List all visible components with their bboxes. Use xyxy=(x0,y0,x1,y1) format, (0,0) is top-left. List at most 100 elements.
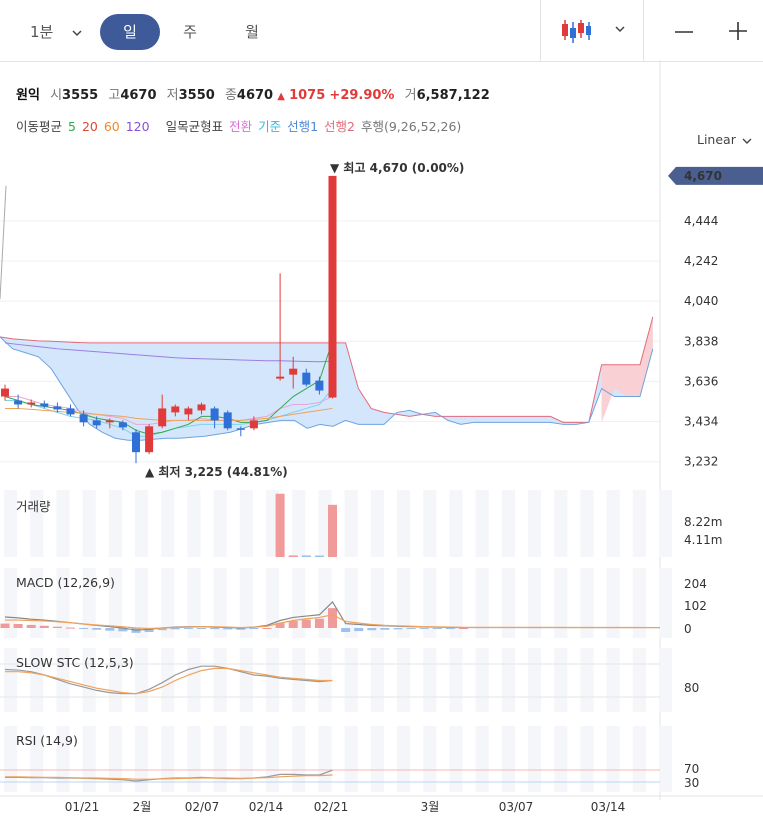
candle-body xyxy=(105,420,114,423)
candlestick-icon[interactable] xyxy=(560,18,592,44)
rsi-panel-stripe xyxy=(528,726,542,792)
rsi-panel-stripe xyxy=(397,726,411,792)
tab-month[interactable]: 월 xyxy=(232,14,272,50)
slow-stc-panel-stripe xyxy=(580,648,594,712)
slow-stc-tick-label: 80 xyxy=(684,681,699,695)
price-tick-label: 3,232 xyxy=(684,455,718,469)
candle-body xyxy=(145,426,154,453)
stock-name: 원익 xyxy=(16,88,40,103)
tab-1min[interactable]: 1분 xyxy=(18,14,88,50)
volume-panel-stripe xyxy=(187,490,201,557)
candle-body xyxy=(171,406,180,413)
macd-histogram-bar xyxy=(13,624,23,628)
macd-panel-stripe xyxy=(187,568,201,638)
scale-mode-label: Linear xyxy=(697,132,736,147)
macd-histogram-bar xyxy=(79,628,89,629)
rsi-70-tick-label: 70 xyxy=(684,762,699,776)
rsi-panel-stripe xyxy=(239,726,253,792)
volume-panel-stripe xyxy=(449,490,463,557)
macd-histogram-bar xyxy=(380,628,390,630)
candle-body xyxy=(236,428,245,430)
slow-stc-panel-stripe xyxy=(475,648,489,712)
volume-panel-stripe xyxy=(292,490,306,557)
chart-type-chevron-icon[interactable] xyxy=(615,24,625,34)
macd-panel-stripe xyxy=(266,568,280,638)
volume-panel-stripe xyxy=(370,490,384,557)
rsi-panel-stripe xyxy=(187,726,201,792)
volume-value: 6,587,122 xyxy=(416,88,490,103)
rsi-panel-stripe xyxy=(501,726,515,792)
slow-stc-panel-stripe xyxy=(239,648,253,712)
volume-panel-stripe xyxy=(56,490,70,557)
macd-panel-stripe xyxy=(475,568,489,638)
macd-histogram-bar xyxy=(210,628,220,630)
rsi-panel-stripe xyxy=(82,726,96,792)
low-label: 저 xyxy=(166,88,179,103)
macd-histogram-bar xyxy=(288,620,298,628)
toolbar: 1분 일 주 월 xyxy=(0,0,763,62)
open-value: 3555 xyxy=(62,88,99,103)
high-value: 4670 xyxy=(120,88,157,103)
ichimoku-cloud-bear xyxy=(601,317,653,423)
macd-panel-stripe xyxy=(423,568,437,638)
ichimoku-lead2: 선행2 xyxy=(324,119,355,134)
ma-label[interactable]: 이동평균 xyxy=(16,119,63,134)
candle-body xyxy=(210,408,219,421)
current-price-label: 4,670 xyxy=(684,169,722,183)
minus-icon[interactable] xyxy=(674,22,694,42)
ma-120-line xyxy=(4,342,333,363)
slow-stc-panel-stripe xyxy=(266,648,280,712)
macd-panel-stripe xyxy=(161,568,175,638)
toolbar-divider xyxy=(540,0,541,62)
chevron-down-icon xyxy=(742,138,752,144)
chevron-down-icon[interactable] xyxy=(72,28,82,38)
tab-week[interactable]: 주 xyxy=(170,14,210,50)
volume-tick-label: 4.11m xyxy=(684,533,722,547)
macd-panel-stripe xyxy=(397,568,411,638)
volume-panel-stripe xyxy=(423,490,437,557)
volume-panel-stripe xyxy=(528,490,542,557)
rsi-panel-stripe xyxy=(135,726,149,792)
macd-histogram-bar xyxy=(197,628,206,629)
candle-body xyxy=(1,388,9,397)
price-tick-label: 3,636 xyxy=(684,374,718,388)
plus-icon[interactable] xyxy=(728,21,748,41)
candle-body xyxy=(66,408,75,415)
volume-panel-stripe xyxy=(475,490,489,557)
candle-body xyxy=(289,368,298,375)
volume-bar xyxy=(328,504,337,557)
macd-histogram-bar xyxy=(39,625,49,628)
ichimoku-lead1-line xyxy=(0,336,654,441)
macd-panel-stripe xyxy=(580,568,594,638)
slow-stc-panel-stripe xyxy=(449,648,463,712)
slow-stc-d-line xyxy=(5,667,333,695)
ichimoku-conversion: 전환 xyxy=(229,119,253,134)
rsi-panel-stripe xyxy=(370,726,384,792)
rsi-panel-stripe xyxy=(344,726,358,792)
slow-stc-panel-stripe xyxy=(187,648,201,712)
ichimoku-lead1: 선행1 xyxy=(287,119,319,134)
ma-5: 5 xyxy=(68,119,76,134)
tab-day[interactable]: 일 xyxy=(100,14,160,50)
slow-stc-panel-stripe xyxy=(606,648,620,712)
ichimoku-label[interactable]: 일목균형표 xyxy=(165,119,224,134)
scale-mode-dropdown[interactable]: Linear xyxy=(697,132,752,147)
slow-stc-panel-stripe xyxy=(659,648,673,712)
volume-panel-stripe xyxy=(4,490,18,557)
macd-histogram-bar xyxy=(301,619,311,628)
rsi-panel-stripe xyxy=(161,726,175,792)
slow-stc-panel-stripe xyxy=(554,648,568,712)
macd-panel-stripe xyxy=(344,568,358,638)
macd-panel-stripe xyxy=(239,568,253,638)
ichimoku-lead2-line xyxy=(0,316,654,423)
price-tick-label: 4,040 xyxy=(684,294,718,308)
price-tick-label: 3,434 xyxy=(684,415,718,429)
tab-day-label: 일 xyxy=(123,23,137,41)
high-marker-label: ▼ 최고 4,670 (0.00%) xyxy=(330,160,464,175)
slow-stc-panel-title: SLOW STC (12,5,3) xyxy=(16,655,134,670)
macd-tick-label: 0 xyxy=(684,622,692,636)
macd-panel-stripe xyxy=(501,568,515,638)
ma-20: 20 xyxy=(81,119,98,134)
macd-histogram-bar xyxy=(328,608,337,628)
